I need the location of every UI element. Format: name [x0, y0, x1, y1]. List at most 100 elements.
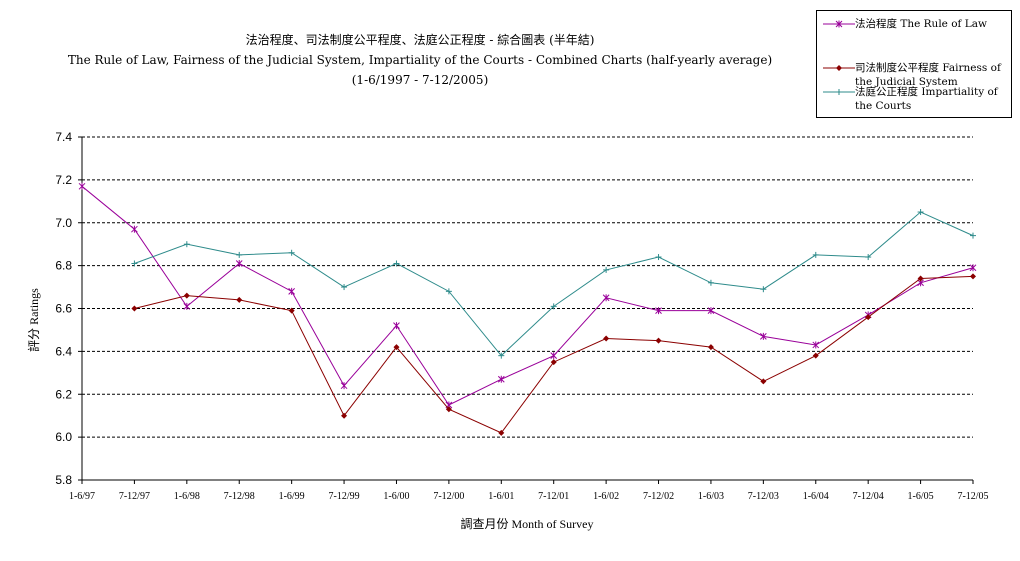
data-point: [288, 249, 295, 256]
y-tick-labels: 5.8 6.0 6.2 6.4 6.6 6.8 7.0 7.2 7.4: [55, 130, 72, 487]
x-tick-label: 1-6/04: [803, 491, 829, 502]
series-line: [134, 211, 974, 357]
data-point: [917, 209, 924, 216]
x-tick-label: 1-6/02: [593, 491, 619, 502]
data-point: [445, 406, 452, 413]
data-point: [865, 314, 872, 321]
data-point: [812, 352, 819, 359]
chart-legend: 法治程度 The Rule of Law 司法制度公平程度 Fairness o…: [816, 10, 1012, 118]
x-tick-label: 1-6/98: [174, 491, 200, 502]
data-point: [341, 412, 348, 419]
data-point: [707, 279, 714, 286]
legend-label-fairness: 司法制度公平程度 Fairness of the Judicial System: [855, 62, 1001, 88]
data-point: [602, 294, 610, 302]
data-point: [445, 288, 452, 295]
y-tick-label: 6.0: [55, 430, 72, 444]
y-tick-label: 6.2: [55, 387, 72, 401]
legend-label-impartiality: 法庭公正程度 Impartiality of the Courts: [855, 86, 998, 112]
data-point: [393, 322, 400, 330]
data-point: [760, 378, 767, 385]
series-group: [78, 182, 977, 436]
chart-title-english: The Rule of Law, Fairness of the Judicia…: [67, 53, 773, 67]
y-tick-label: 6.8: [55, 259, 72, 273]
data-point: [865, 254, 872, 261]
data-point: [131, 305, 138, 312]
x-tick-labels: 1-6/97 7-12/97 1-6/98 7-12/98 1-6/99 7-12/99 1…: [69, 491, 989, 502]
legend-symbol-impartiality: [823, 89, 855, 95]
data-point: [812, 341, 820, 349]
legend-symbol-rule-of-law: [823, 20, 855, 28]
x-tick-label: 1-6/99: [279, 491, 305, 502]
x-tick-label: 7-12/04: [853, 491, 884, 502]
data-point: [183, 292, 190, 299]
data-point: [707, 307, 715, 315]
legend-symbol-fairness: [823, 65, 855, 71]
x-tick-label: 1-6/05: [908, 491, 934, 502]
data-point: [288, 287, 296, 295]
x-tick-label: 7-12/03: [748, 491, 779, 502]
data-point: [655, 307, 662, 315]
x-tick-label: 7-12/05: [957, 491, 988, 502]
chart-title-period: (1-6/1997 - 7-12/2005): [351, 73, 489, 87]
data-point: [78, 182, 86, 190]
data-point: [603, 266, 610, 273]
data-point: [550, 352, 558, 360]
series-3: [131, 209, 976, 359]
data-point: [236, 296, 243, 303]
chart-title-chinese: 法治程度、司法制度公平程度、法庭公正程度 - 綜合圖表 (半年結): [245, 33, 595, 47]
data-point: [970, 232, 976, 239]
chart-title-block: 法治程度、司法制度公平程度、法庭公正程度 - 綜合圖表 (半年結) The Ru…: [40, 30, 800, 90]
x-tick-label: 7-12/01: [538, 491, 569, 502]
data-point: [917, 275, 924, 282]
data-point: [759, 332, 767, 340]
x-tick-label: 7-12/98: [224, 491, 255, 502]
data-point: [655, 337, 662, 344]
data-point: [655, 254, 662, 261]
x-tick-label: 7-12/97: [119, 491, 150, 502]
legend-label-rule-of-law: 法治程度 The Rule of Law: [855, 18, 987, 30]
data-point: [498, 352, 505, 359]
data-point: [131, 260, 138, 267]
y-axis-title: 評分 Ratings: [26, 288, 41, 352]
data-point: [393, 344, 400, 351]
data-point: [393, 260, 400, 267]
y-tick-label: 5.8: [55, 473, 72, 487]
data-point: [812, 251, 819, 258]
series-1: [78, 182, 977, 409]
axes: [78, 136, 974, 484]
data-point: [550, 359, 557, 366]
data-point: [341, 284, 348, 291]
y-tick-label: 6.6: [55, 302, 72, 316]
x-tick-label: 7-12/02: [643, 491, 674, 502]
y-tick-label: 7.0: [55, 216, 72, 230]
y-tick-label: 6.4: [55, 344, 72, 358]
x-axis-title: 調查月份 Month of Survey: [461, 517, 594, 531]
data-point: [497, 375, 505, 383]
data-point: [183, 302, 191, 310]
data-point: [340, 382, 348, 390]
data-point: [236, 251, 243, 258]
x-tick-label: 1-6/00: [383, 491, 409, 502]
data-point: [498, 429, 505, 436]
x-tick-label: 7-12/00: [433, 491, 464, 502]
data-point: [550, 303, 557, 310]
data-point: [288, 307, 295, 314]
x-tick-label: 1-6/03: [698, 491, 724, 502]
data-point: [707, 344, 714, 351]
data-point: [183, 241, 190, 248]
data-point: [235, 259, 243, 267]
data-point: [131, 225, 138, 233]
data-point: [760, 286, 767, 293]
y-tick-label: 7.2: [55, 173, 72, 187]
data-point: [970, 273, 976, 280]
x-tick-label: 1-6/01: [488, 491, 514, 502]
data-point: [603, 335, 610, 342]
data-point: [969, 264, 977, 272]
x-tick-label: 1-6/97: [69, 491, 95, 502]
series-line: [81, 185, 974, 406]
series-2: [131, 273, 976, 436]
gridlines: [82, 136, 973, 438]
x-tick-label: 7-12/99: [329, 491, 360, 502]
y-tick-label: 7.4: [55, 130, 72, 144]
